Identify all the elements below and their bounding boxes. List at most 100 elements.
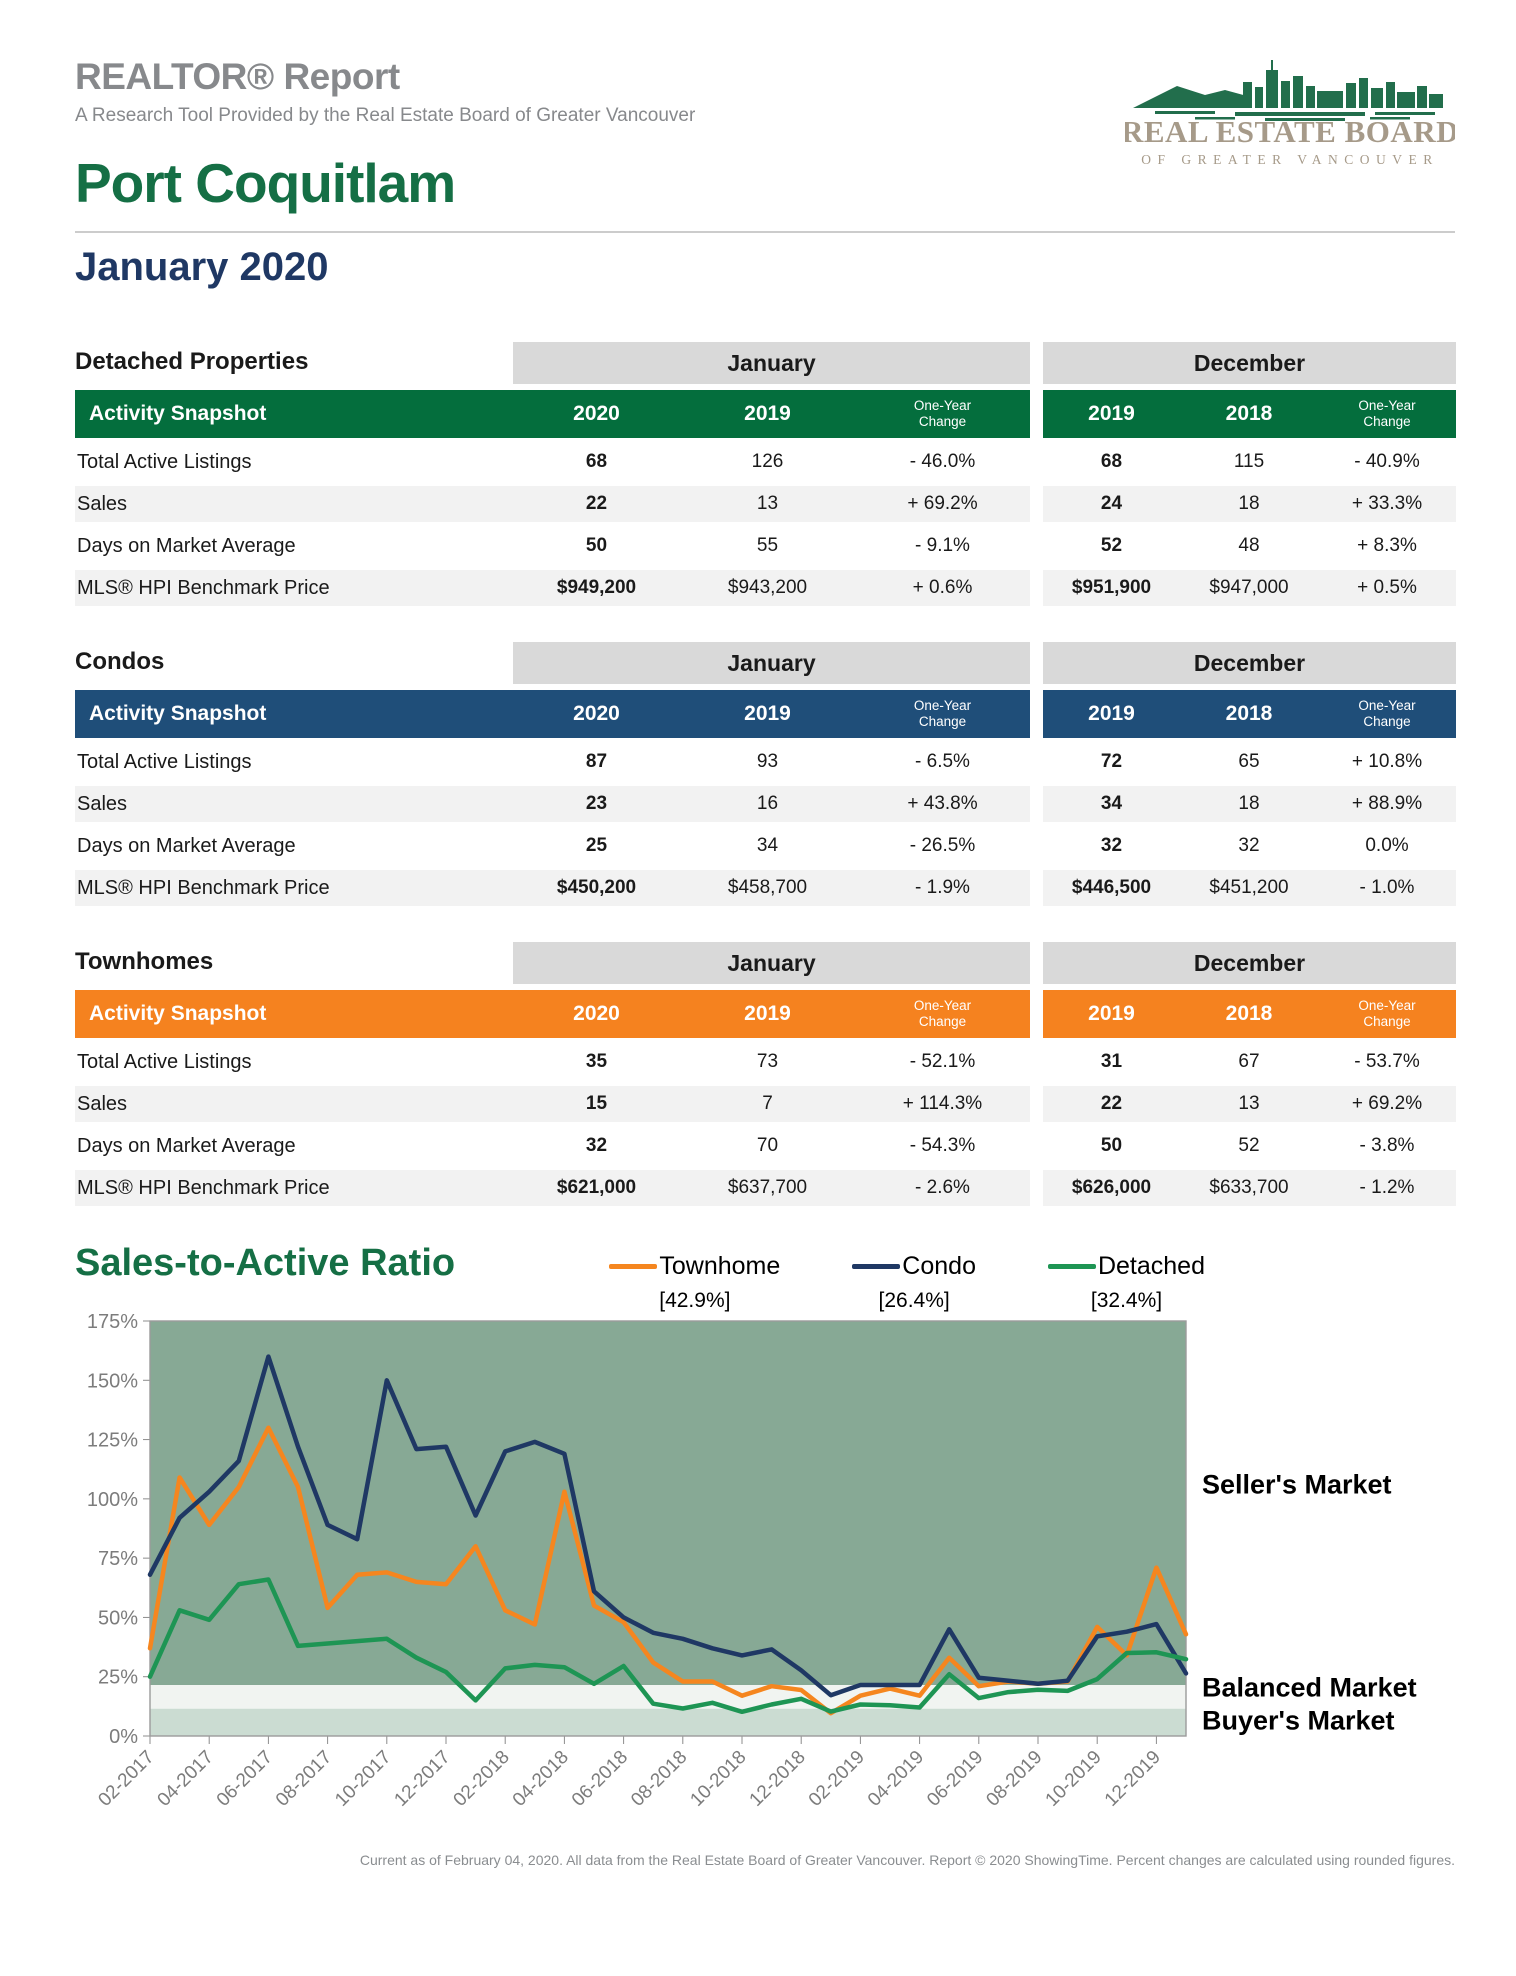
row-value: 87 <box>585 751 608 772</box>
row-label: MLS® HPI Benchmark Price <box>75 870 513 906</box>
col-header-dec-2018: 2018 <box>1180 390 1318 438</box>
x-tick-label: 02-2017 <box>94 1747 158 1811</box>
skyline-shape <box>1266 70 1278 108</box>
legend-series-name: Condo <box>902 1252 976 1280</box>
spacer <box>1030 444 1043 480</box>
skyline-shape <box>1429 94 1443 108</box>
x-tick-label: 10-2018 <box>686 1747 750 1811</box>
row-value: 15 <box>513 1086 680 1122</box>
row-value: $633,700 <box>1180 1170 1318 1206</box>
x-tick-label: 12-2017 <box>390 1747 454 1811</box>
x-tick-label: 06-2017 <box>213 1747 277 1811</box>
legend-swatch-row: Detached <box>1047 1252 1205 1281</box>
col-header-dec-2019: 2019 <box>1043 390 1180 438</box>
chart-canvas: 0%25%50%75%100%125%150%175%02-201704-201… <box>87 1311 1417 1811</box>
row-value: $626,000 <box>1043 1170 1180 1206</box>
chart-header: Sales-to-Active Ratio Townhome [42.9%] Con… <box>75 1242 1455 1313</box>
legend-item-detached: Detached [32.4%] <box>1047 1252 1205 1313</box>
row-value: 48 <box>1238 535 1260 556</box>
rebgv-logo-icon: REAL ESTATE BOARD OF GREATER VANCOUVER <box>1121 60 1459 167</box>
x-tick-label: 08-2018 <box>627 1747 691 1811</box>
col-header-dec-one-year-change: One-Year Change <box>1318 390 1456 438</box>
market-label-balanced-market: Balanced Market <box>1202 1672 1417 1702</box>
col-header-2019: 2019 <box>680 390 855 438</box>
row-value: + 8.3% <box>1357 535 1417 556</box>
row-value: - 52.1% <box>909 1051 976 1072</box>
skyline-shape <box>1195 117 1235 120</box>
legend-current-value: [42.9%] <box>659 1289 731 1312</box>
row-value: 70 <box>756 1135 779 1156</box>
spacer <box>1030 990 1043 1038</box>
activity-table-detached-properties: Detached Properties January December Activi… <box>75 342 1456 606</box>
legend-line-icon <box>1047 1264 1096 1269</box>
row-value: 13 <box>680 486 855 522</box>
col-header-dec-2019: 2019 <box>1043 990 1180 1038</box>
plot-border <box>149 1320 1187 1737</box>
row-value: $621,000 <box>513 1170 680 1206</box>
spacer <box>1030 342 1043 384</box>
activity-tables: Detached Properties January December Activi… <box>75 342 1456 1206</box>
skyline-shape <box>1155 111 1215 114</box>
row-value: $446,500 <box>1043 870 1180 906</box>
spacer <box>1030 528 1043 564</box>
row-value: - 3.8% <box>1359 1135 1415 1156</box>
col-header-dec-2018: 2018 <box>1180 990 1318 1038</box>
row-value: + 69.2% <box>1318 1086 1456 1122</box>
x-tick-label: 04-2018 <box>509 1747 573 1811</box>
legend-item-townhome: Townhome [42.9%] <box>609 1252 780 1313</box>
logo-org-name: REAL ESTATE BOARD <box>1125 114 1455 149</box>
row-value: $947,000 <box>1180 570 1318 606</box>
row-value: - 1.0% <box>1318 870 1456 906</box>
col-header-one-year-change: One-Year Change <box>855 690 1030 738</box>
x-tick-label: 02-2019 <box>805 1747 869 1811</box>
activity-table-townhomes: Townhomes January December Activity Snapsho… <box>75 942 1456 1206</box>
row-value: 18 <box>1180 786 1318 822</box>
snapshot-label: Activity Snapshot <box>75 690 513 738</box>
legend-swatch-row: Condo <box>852 1252 976 1281</box>
row-value: $637,700 <box>680 1170 855 1206</box>
group-header-january: January <box>513 342 1030 384</box>
spacer <box>1030 828 1043 864</box>
row-value: 68 <box>1100 451 1123 472</box>
report-header: REALTOR® Report A Research Tool Provided… <box>75 56 1459 215</box>
row-value: + 114.3% <box>855 1086 1030 1122</box>
col-header-dec-one-year-change: One-Year Change <box>1318 690 1456 738</box>
col-header-2020: 2020 <box>513 990 680 1038</box>
row-value: $458,700 <box>680 870 855 906</box>
table-section-title: Townhomes <box>75 948 214 975</box>
row-value: 55 <box>756 535 779 556</box>
row-value: 16 <box>680 786 855 822</box>
row-value: 32 <box>1238 835 1260 856</box>
x-tick-label: 12-2019 <box>1101 1747 1165 1811</box>
col-header-dec-2018: 2018 <box>1180 690 1318 738</box>
row-value: - 6.5% <box>915 751 970 772</box>
x-tick-label: 12-2018 <box>746 1747 810 1811</box>
col-header-one-year-change: One-Year Change <box>855 390 1030 438</box>
group-header-january: January <box>513 642 1030 684</box>
row-value: 67 <box>1238 1051 1260 1072</box>
y-tick-label: 175% <box>87 1313 138 1333</box>
skyline-shape <box>1133 86 1247 108</box>
group-header-december: December <box>1043 342 1456 384</box>
logo-org-subname: OF GREATER VANCOUVER <box>1141 152 1439 167</box>
row-value: + 69.2% <box>855 486 1030 522</box>
skyline-shape <box>1346 83 1356 108</box>
row-value: 50 <box>585 535 608 556</box>
row-value: + 33.3% <box>1318 486 1456 522</box>
skyline-shape <box>1281 81 1290 108</box>
snapshot-label: Activity Snapshot <box>75 990 513 1038</box>
row-label: Total Active Listings <box>77 750 252 773</box>
page-title: Port Coquitlam <box>75 152 456 214</box>
row-value: - 53.7% <box>1354 1051 1420 1072</box>
row-value: 22 <box>513 486 680 522</box>
spacer <box>1030 1086 1043 1122</box>
report-title: REALTOR® Report <box>75 56 400 97</box>
row-value: $943,200 <box>680 570 855 606</box>
report-page: REALTOR® Report A Research Tool Provided… <box>75 56 1459 1868</box>
chart-title: Sales-to-Active Ratio <box>75 1242 456 1284</box>
snapshot-label: Activity Snapshot <box>75 390 513 438</box>
col-header-one-year-change: One-Year Change <box>855 990 1030 1038</box>
y-tick-label: 125% <box>87 1430 138 1452</box>
row-value: $951,900 <box>1043 570 1180 606</box>
row-value: 22 <box>1043 1086 1180 1122</box>
